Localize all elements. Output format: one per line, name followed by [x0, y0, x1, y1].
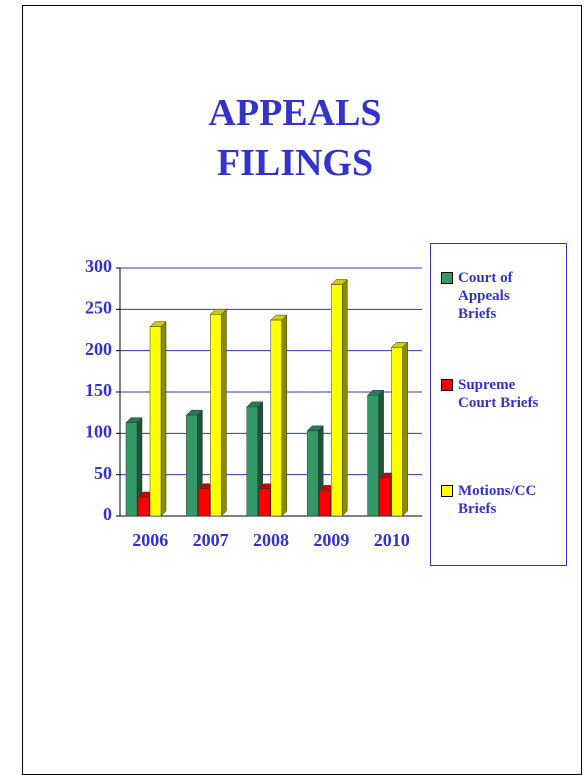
bar — [246, 406, 259, 517]
bar — [198, 488, 210, 517]
legend-swatch — [441, 485, 453, 497]
bar — [210, 314, 222, 517]
y-tick-label: 50 — [94, 463, 112, 483]
legend-label: Supreme Court Briefs — [458, 377, 539, 411]
bar — [270, 319, 283, 517]
bar — [330, 284, 343, 517]
chart-title: APPEALS FILINGS — [208, 92, 382, 184]
legend-entry: Court of Appeals Briefs — [441, 269, 548, 323]
legend: Court of Appeals Briefs Supreme Court Bri… — [430, 243, 567, 566]
legend-entry: Supreme Court Briefs — [441, 376, 548, 412]
x-tick-label: 2010 — [374, 530, 410, 550]
legend-swatch — [441, 379, 453, 391]
bar — [306, 430, 319, 517]
y-tick-label: 300 — [85, 256, 112, 276]
x-tick-label: 2006 — [132, 530, 168, 550]
legend-entry: Motions/CC Briefs — [441, 482, 548, 518]
bar — [318, 490, 331, 517]
bar-side — [402, 341, 408, 517]
bar — [186, 414, 198, 517]
bar — [258, 488, 271, 517]
y-tick-label: 250 — [85, 297, 112, 317]
bar — [391, 347, 403, 517]
legend-label: Court of Appeals Briefs — [458, 270, 513, 322]
y-tick-label: 150 — [85, 380, 112, 400]
bar-side — [341, 278, 348, 517]
legend-swatch — [441, 272, 453, 284]
legend-label: Motions/CC Briefs — [458, 483, 537, 517]
bar-side — [221, 308, 227, 517]
y-tick-label: 0 — [103, 504, 112, 524]
y-tick-label: 100 — [85, 421, 112, 441]
bar — [125, 422, 138, 517]
bar — [367, 395, 379, 517]
bar-side — [160, 321, 167, 517]
x-tick-label: 2007 — [193, 530, 229, 550]
bar-side — [281, 314, 288, 517]
y-tick-label: 200 — [85, 339, 112, 359]
bar — [379, 477, 391, 517]
x-tick-label: 2009 — [313, 530, 349, 550]
bar — [149, 326, 162, 517]
x-tick-label: 2008 — [253, 530, 289, 550]
bar — [137, 496, 150, 517]
